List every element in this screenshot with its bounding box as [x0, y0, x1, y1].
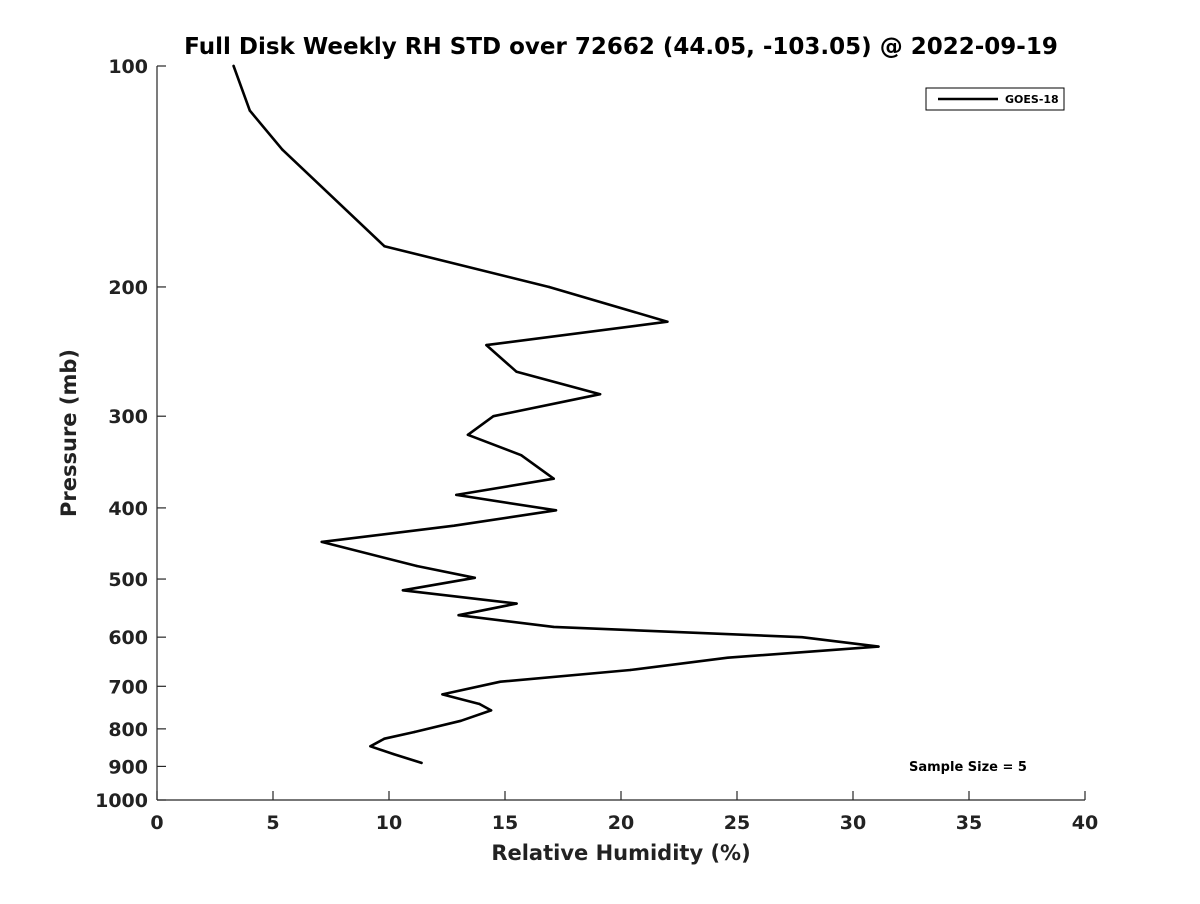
- x-tick-label: 25: [724, 812, 750, 834]
- legend-label: GOES-18: [1005, 93, 1059, 106]
- data-point: [413, 730, 416, 734]
- y-tick-label: 700: [108, 676, 148, 698]
- y-tick-label: 100: [108, 56, 148, 78]
- data-point: [232, 64, 235, 68]
- y-tick-label: 300: [108, 406, 148, 428]
- data-point: [485, 343, 488, 347]
- y-tick-label: 1000: [95, 790, 148, 812]
- data-point: [248, 109, 251, 112]
- x-tick-label: 10: [376, 812, 402, 834]
- legend: GOES-18: [925, 87, 1065, 111]
- y-tick-label: 500: [108, 569, 148, 591]
- data-point: [441, 693, 444, 696]
- data-point: [547, 285, 551, 289]
- data-point: [392, 752, 395, 756]
- x-axis-label: Relative Humidity (%): [491, 841, 750, 865]
- y-tick-label: 800: [108, 719, 148, 741]
- data-point: [383, 737, 386, 740]
- series-line-goes-18: [232, 64, 880, 765]
- data-point: [666, 320, 669, 323]
- y-tick-label: 900: [108, 756, 148, 778]
- data-point: [598, 393, 602, 396]
- data-point: [877, 645, 880, 648]
- y-axis-label: Pressure (mb): [57, 349, 81, 517]
- data-point: [554, 509, 558, 512]
- data-point: [420, 761, 423, 765]
- data-point: [492, 415, 495, 418]
- data-point: [478, 702, 481, 706]
- data-point: [629, 668, 632, 672]
- data-point: [452, 524, 456, 527]
- sample-size-annotation: Sample Size = 5: [909, 760, 1027, 775]
- data-point: [320, 540, 323, 544]
- data-point: [800, 636, 804, 639]
- axes: [156, 66, 1085, 801]
- data-point: [401, 589, 405, 592]
- y-tick-label: 200: [108, 277, 148, 299]
- x-ticks: 0 5 10 15 20 25 30 35 40: [150, 791, 1098, 834]
- x-tick-label: 0: [150, 812, 163, 834]
- y-tick-label: 400: [108, 498, 148, 520]
- data-point: [552, 477, 555, 480]
- x-tick-label: 15: [492, 812, 518, 834]
- y-ticks: 100 200 300 400 500 600 700 800 900 1000: [95, 56, 166, 812]
- data-point: [726, 656, 729, 659]
- data-point: [466, 433, 470, 436]
- x-tick-label: 35: [956, 812, 982, 834]
- data-point: [552, 625, 555, 629]
- x-tick-label: 5: [266, 812, 279, 834]
- data-point: [499, 680, 502, 683]
- data-point: [520, 454, 523, 457]
- data-point: [515, 370, 518, 373]
- data-point: [281, 148, 284, 151]
- data-point: [369, 745, 372, 748]
- data-point: [457, 614, 460, 617]
- x-tick-label: 20: [608, 812, 634, 834]
- x-tick-label: 40: [1072, 812, 1098, 834]
- data-point: [515, 602, 518, 605]
- data-point: [415, 564, 418, 568]
- data-point: [459, 719, 463, 722]
- x-tick-label: 30: [840, 812, 866, 834]
- series-group: [232, 64, 880, 765]
- data-point: [489, 709, 493, 712]
- chart-title: Full Disk Weekly RH STD over 72662 (44.0…: [184, 34, 1058, 60]
- data-point: [383, 245, 386, 248]
- data-point: [473, 576, 476, 579]
- y-tick-label: 600: [108, 627, 148, 649]
- data-point: [455, 493, 458, 497]
